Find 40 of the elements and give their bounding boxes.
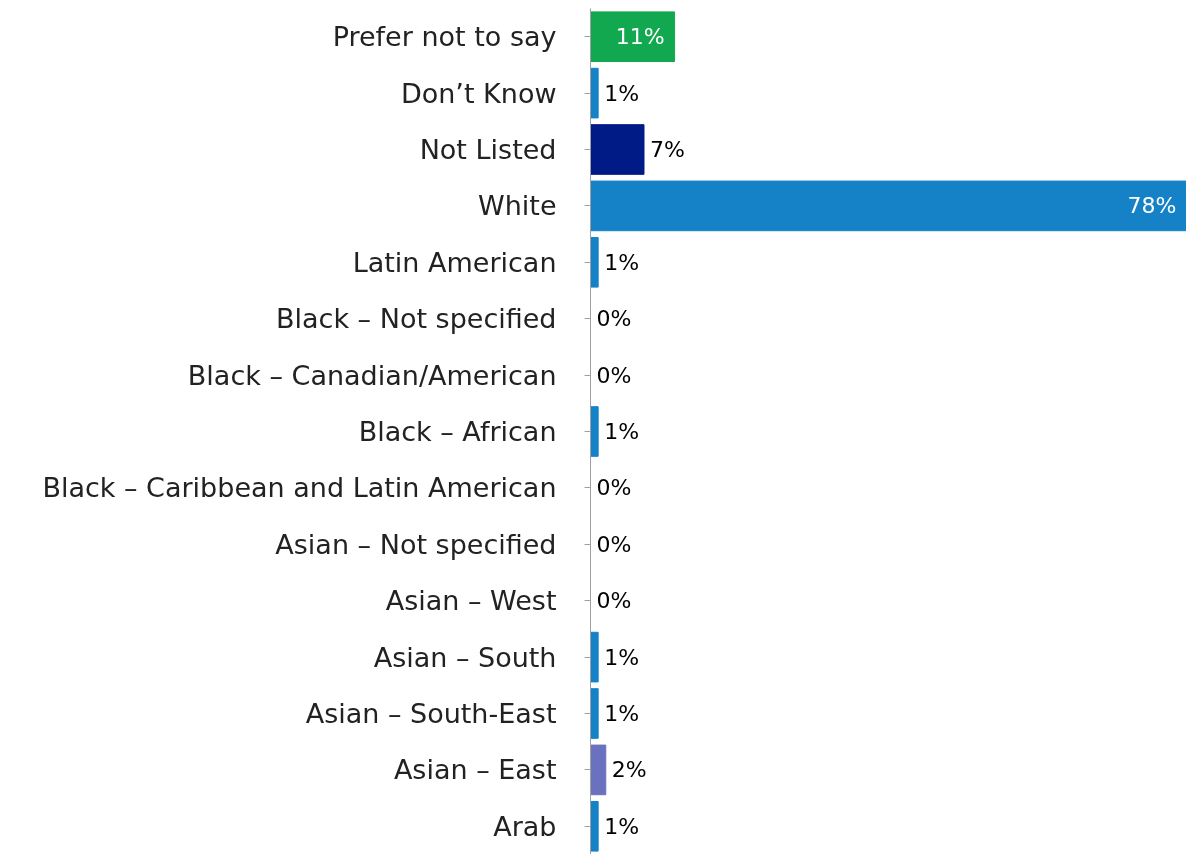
y-tick-label: Black – Not specified [275, 303, 557, 335]
data-label: 78% [1127, 193, 1177, 219]
bar [590, 180, 1186, 232]
data-label: 0% [596, 531, 632, 557]
data-label: 1% [604, 813, 640, 839]
bar [590, 688, 599, 739]
data-label: 11% [615, 24, 665, 50]
data-label: 2% [611, 757, 647, 783]
bar [590, 800, 599, 852]
bar [590, 124, 645, 175]
data-label: 1% [604, 249, 640, 275]
bar [590, 11, 676, 63]
bar [590, 744, 607, 796]
y-tick-label: Latin American [352, 246, 557, 278]
bar [590, 406, 599, 457]
y-tick-label: Black – Caribbean and Latin American [42, 472, 557, 504]
y-tick-label: Asian – East [393, 754, 557, 786]
y-tick-label: Asian – South-East [305, 698, 557, 729]
data-label: 1% [604, 701, 640, 726]
y-tick-label: White [477, 190, 557, 222]
y-tick-label: Not Listed [419, 134, 557, 165]
y-tick-label: Asian – Not specified [275, 528, 557, 560]
bar [590, 67, 599, 119]
bar [590, 236, 599, 288]
y-tick-label: Prefer not to say [332, 21, 557, 53]
bar [590, 631, 599, 683]
y-tick-label: Black – Canadian/American [187, 359, 557, 391]
y-tick-label: Asian – South [373, 641, 557, 673]
y-tick-label: Arab [493, 810, 557, 842]
y-tick-label: Black – African [358, 416, 557, 447]
data-label: 0% [596, 588, 632, 614]
data-label: 0% [596, 475, 632, 501]
data-label: 0% [596, 306, 632, 332]
y-tick-label: Asian – West [385, 585, 557, 617]
data-label: 1% [604, 644, 640, 670]
y-tick-label: Don’t Know [400, 77, 557, 109]
data-label: 1% [604, 419, 640, 444]
data-label: 7% [649, 137, 685, 162]
data-label: 0% [596, 362, 632, 388]
data-label: 1% [604, 80, 640, 106]
